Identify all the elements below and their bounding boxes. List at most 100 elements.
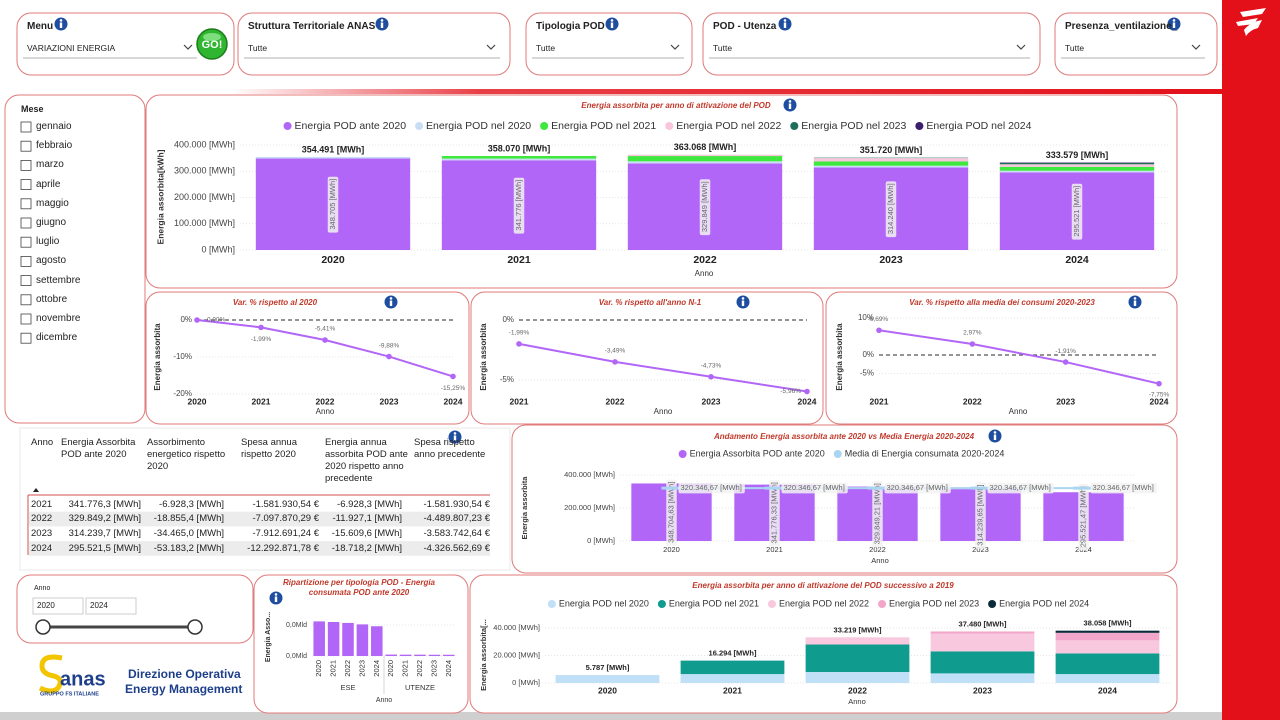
- checkbox[interactable]: [20, 121, 32, 133]
- info-icon-dot: [1172, 19, 1176, 22]
- data-label-bg: [781, 482, 848, 494]
- info-icon[interactable]: [384, 295, 398, 309]
- y-tick-label: 40.000 [MWh]: [493, 623, 540, 632]
- info-icon[interactable]: [988, 429, 1002, 443]
- table-cell: -7.912.691,24 €: [252, 527, 319, 539]
- info-icon[interactable]: [1167, 17, 1181, 31]
- legend-marker: [790, 122, 799, 130]
- x-tick-label: 2023: [879, 254, 903, 266]
- year-box[interactable]: [85, 597, 137, 615]
- bar-segment: [813, 165, 969, 168]
- slicer-title: Mese: [21, 104, 44, 114]
- legend: Energia Assorbita POD ante 2020 Media di …: [678, 448, 1004, 458]
- table-header: Anno: [31, 437, 54, 448]
- checkbox[interactable]: [20, 255, 32, 267]
- data-label-bg: [699, 179, 711, 236]
- x-tick-label: 2023: [972, 545, 989, 554]
- checkbox[interactable]: [20, 275, 32, 287]
- legend-label: Energia POD nel 2023: [889, 598, 979, 608]
- filter-label: Struttura Territoriale ANAS: [248, 21, 376, 32]
- filter-label: POD - Utenza: [713, 21, 777, 32]
- total-label: 16.294 [MWh]: [709, 649, 757, 658]
- dropdown-chevron[interactable]: [183, 44, 193, 50]
- table-header: Spesa rispetto anno precedente: [414, 437, 486, 460]
- x-tick-label: 2023: [357, 660, 366, 677]
- line-point: [1156, 380, 1162, 387]
- data-label: 320.346,67 [MWh]: [987, 482, 1054, 494]
- data-label-text: 295.521 [MWh]: [1072, 186, 1081, 237]
- bar-segment: [441, 158, 597, 161]
- y-tick-label: 20.000 [MWh]: [493, 650, 540, 659]
- checkbox[interactable]: [20, 198, 32, 210]
- filter-value[interactable]: Tutte: [248, 43, 268, 53]
- filter-label: Tipologia POD: [536, 21, 605, 32]
- x-tick-label: 2024: [1065, 254, 1089, 266]
- info-icon[interactable]: [783, 98, 797, 112]
- info-icon-stem: [783, 22, 787, 28]
- y-tick-label: 10%: [858, 313, 874, 322]
- info-icon[interactable]: [448, 430, 462, 444]
- info-icon-stem: [788, 103, 792, 109]
- data-label: 295.521,47 [MWh]: [1078, 483, 1089, 551]
- dropdown-chevron[interactable]: [1191, 44, 1201, 50]
- info-icon-dot: [453, 432, 457, 435]
- bar-segment: [805, 644, 910, 672]
- info-icon[interactable]: [778, 17, 792, 31]
- checkbox[interactable]: [20, 217, 32, 229]
- info-icon[interactable]: [54, 17, 68, 31]
- info-icon[interactable]: [269, 591, 283, 605]
- filter-value[interactable]: Tutte: [713, 43, 733, 53]
- filter-label: Menu: [27, 21, 54, 32]
- y-tick-label: 0%: [180, 315, 192, 324]
- checkbox[interactable]: [20, 294, 32, 306]
- line-point: [969, 341, 976, 347]
- month-label: novembre: [36, 313, 81, 324]
- info-icon[interactable]: [1128, 295, 1142, 309]
- info-icon-stem: [59, 22, 63, 28]
- info-icon-stem: [741, 300, 745, 306]
- line-point: [322, 337, 328, 343]
- dropdown-chevron[interactable]: [1016, 44, 1026, 50]
- table-cell: -1.581.930,54 €: [252, 498, 319, 510]
- checkbox[interactable]: [20, 140, 32, 152]
- x-tick-label: 2022: [693, 254, 717, 266]
- table-cell: -11.927,1 [MWh]: [332, 513, 402, 525]
- table-cell: -7.097.870,29 €: [252, 513, 319, 525]
- legend-label: Energia POD nel 2021: [551, 120, 656, 132]
- checkbox[interactable]: [20, 159, 32, 171]
- data-label-text: 314.239,65 [MWh]: [975, 484, 984, 545]
- year-box[interactable]: [32, 597, 84, 615]
- info-icon[interactable]: [605, 17, 619, 31]
- data-label: 320.346,67 [MWh]: [884, 482, 951, 494]
- info-icon-dot: [1133, 297, 1137, 300]
- dropdown-chevron[interactable]: [486, 44, 496, 50]
- bar: [371, 626, 383, 656]
- info-icon[interactable]: [375, 17, 389, 31]
- data-label-bg: [666, 479, 677, 546]
- filter-value[interactable]: Tutte: [536, 43, 556, 53]
- slider-handle[interactable]: [35, 619, 51, 635]
- checkbox[interactable]: [20, 332, 32, 344]
- x-tick-label: 2021: [510, 396, 529, 406]
- y-tick-label: 400.000 [MWh]: [174, 139, 235, 149]
- data-label: 314.239,65 [MWh]: [975, 482, 986, 549]
- y-axis-title: Energia assorbita: [479, 323, 488, 391]
- checkbox[interactable]: [20, 179, 32, 191]
- dropdown-chevron[interactable]: [670, 44, 680, 50]
- slider-handle[interactable]: [187, 619, 203, 635]
- filter-value[interactable]: VARIAZIONI ENERGIA: [27, 43, 116, 53]
- filter-value[interactable]: Tutte: [1065, 43, 1085, 53]
- legend-label: Energia POD nel 2020: [426, 120, 531, 132]
- legend-marker: [540, 122, 549, 130]
- info-icon-stem: [1133, 300, 1137, 306]
- total-label: 38.058 [MWh]: [1084, 619, 1132, 628]
- table-cell: -3.583.742,64 €: [423, 527, 490, 539]
- x-axis-title: Anno: [376, 697, 392, 704]
- table-cell: 295.521,5 [MWh]: [68, 542, 141, 554]
- checkbox[interactable]: [20, 236, 32, 248]
- checkbox[interactable]: [20, 313, 32, 325]
- go-button[interactable]: GO!: [196, 28, 228, 60]
- bar-segment: [680, 674, 785, 683]
- data-label-text: 341.776 [MWh]: [514, 180, 523, 231]
- info-icon[interactable]: [736, 295, 750, 309]
